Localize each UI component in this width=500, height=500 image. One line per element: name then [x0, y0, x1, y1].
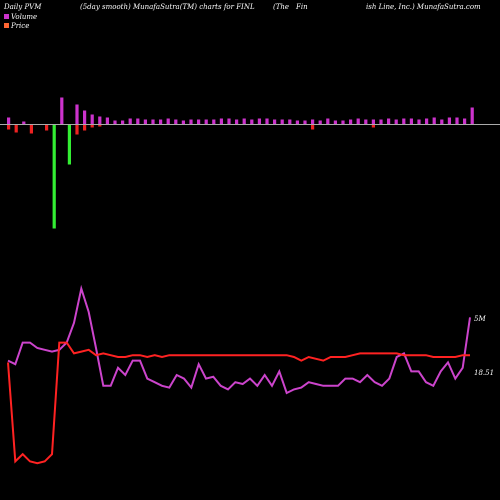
- pvm-bar-up: [75, 104, 79, 125]
- legend: Volume Price: [4, 13, 37, 30]
- header-center: (5day smooth) MunafaSutra(TM) charts for…: [80, 3, 255, 11]
- pvm-bar-up: [311, 119, 315, 125]
- pvm-bar-up: [60, 97, 64, 125]
- pvm-bar-down: [371, 124, 375, 128]
- pvm-bars: [7, 97, 474, 229]
- pvm-bar-up: [151, 119, 155, 125]
- header-left: Daily PVM: [3, 3, 42, 11]
- pvm-bar-up: [219, 118, 223, 125]
- pvm-bar-down: [45, 124, 49, 131]
- pvm-bar-up: [295, 120, 299, 125]
- pvm-bar-up: [204, 119, 208, 125]
- pvm-bar-up: [227, 118, 231, 125]
- pvm-bar-up: [425, 118, 429, 125]
- header-right-c: ish Line, Inc.) MunafaSutra.com: [366, 3, 481, 11]
- legend-label-volume: Volume: [11, 13, 37, 21]
- legend-swatch-price: [4, 23, 9, 28]
- pvm-bar-up: [83, 110, 87, 125]
- pvm-bar-up: [364, 119, 368, 125]
- pvm-bar-up: [250, 119, 254, 125]
- pvm-bar-down: [98, 124, 102, 127]
- price-annotation: 18.51: [474, 369, 494, 377]
- pvm-bar-up: [136, 118, 140, 125]
- pvm-bar-up: [349, 119, 353, 125]
- header-right-a: (The: [273, 3, 289, 11]
- pvm-bar-down: [29, 124, 33, 134]
- legend-swatch-volume: [4, 14, 9, 19]
- pvm-bar-up: [280, 119, 284, 125]
- pvm-bar-up: [432, 117, 436, 125]
- pvm-bar-up: [189, 119, 193, 125]
- pvm-bar-up: [90, 114, 94, 125]
- pvm-bar-up: [470, 107, 474, 125]
- pvm-bar-up: [113, 120, 117, 125]
- volume-annotation: 5M: [474, 315, 486, 323]
- pvm-bar-up: [181, 120, 185, 125]
- pvm-bar-up: [326, 118, 330, 125]
- pvm-bar-up: [440, 119, 444, 125]
- pvm-bar-up: [318, 120, 322, 125]
- pvm-bar-up: [379, 119, 383, 125]
- pvm-bar-up: [417, 119, 421, 125]
- header-right-b: Fin: [295, 3, 308, 11]
- pvm-bar-up: [159, 119, 163, 125]
- pvm-bar-up: [402, 118, 406, 125]
- pvm-bar-up: [371, 119, 375, 125]
- pvm-bar-up: [174, 119, 178, 125]
- pvm-bar-up: [98, 116, 102, 125]
- pvm-bar-down: [7, 124, 11, 130]
- pvm-bar-up: [166, 118, 170, 125]
- pvm-bar-up: [7, 117, 11, 125]
- pvm-bar-down: [14, 124, 18, 133]
- pvm-bar-up: [341, 120, 345, 125]
- pvm-bar-up: [333, 120, 337, 125]
- pvm-bar-down: [67, 124, 71, 165]
- pvm-bar-up: [22, 121, 26, 125]
- pvm-bar-up: [197, 119, 201, 125]
- pvm-bar-up: [447, 117, 451, 125]
- pvm-bar-up: [273, 119, 277, 125]
- pvm-bar-up: [121, 120, 125, 125]
- pvm-bar-up: [105, 117, 109, 125]
- pvm-bar-down: [75, 124, 79, 135]
- pvm-bar-down: [52, 124, 56, 229]
- pvm-bar-up: [288, 119, 292, 125]
- pvm-bar-up: [143, 119, 147, 125]
- pvm-bar-up: [265, 118, 269, 125]
- volume-line: [7, 284, 471, 395]
- pvm-bar-up: [128, 118, 132, 125]
- price-line: [7, 341, 470, 465]
- pvm-bar-down: [90, 124, 94, 128]
- pvm-bar-up: [409, 118, 413, 125]
- pvm-bar-up: [463, 118, 467, 125]
- pvm-bar-up: [212, 119, 216, 125]
- pvm-bar-up: [387, 118, 391, 125]
- pvm-bar-up: [242, 118, 246, 125]
- legend-label-price: Price: [10, 22, 29, 30]
- pvm-bar-down: [311, 124, 315, 130]
- pvm-bar-up: [455, 117, 459, 125]
- pvm-bar-down: [83, 124, 87, 131]
- pvm-bar-up: [257, 118, 261, 125]
- pvm-bar-up: [303, 120, 307, 125]
- pvm-bar-up: [356, 118, 360, 125]
- pvm-bar-up: [235, 119, 239, 125]
- pvm-bar-up: [394, 119, 398, 125]
